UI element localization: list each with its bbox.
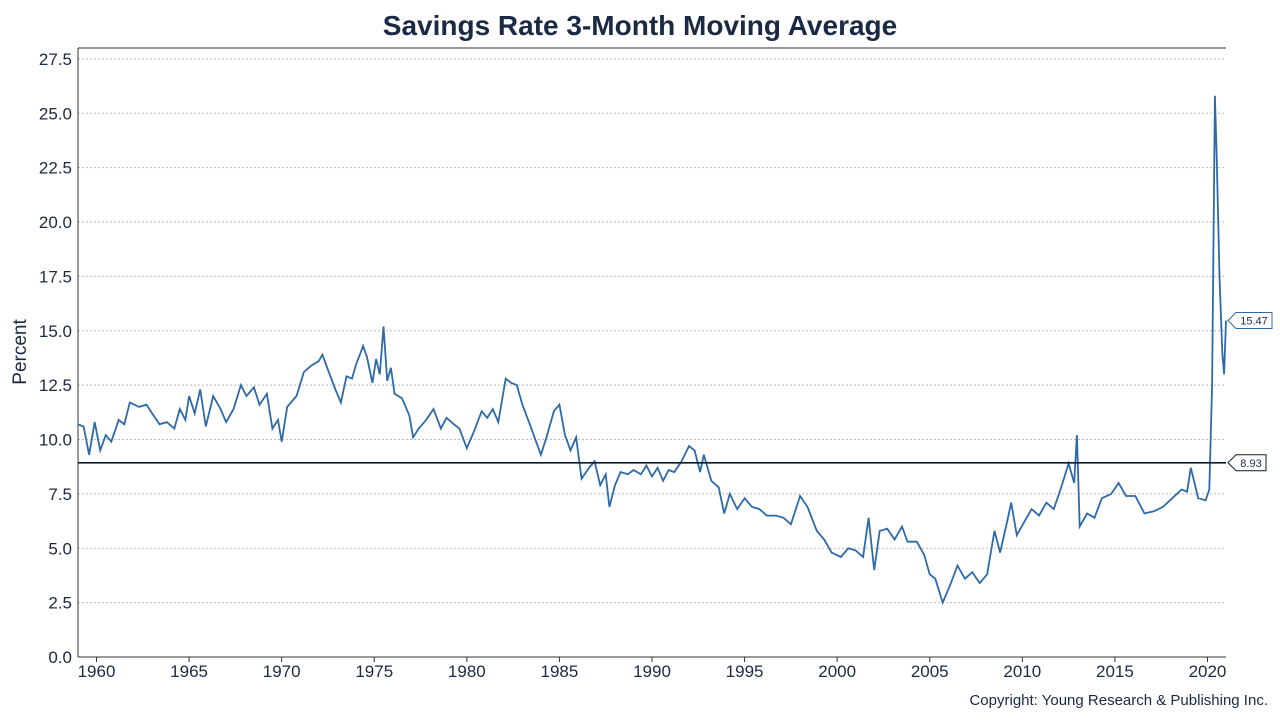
y-tick-label: 27.5 [39, 50, 72, 69]
last-value-box [1227, 312, 1273, 330]
x-tick-label: 2005 [911, 662, 949, 681]
x-tick-label: 2010 [1003, 662, 1041, 681]
reference-label: 8.93 [1240, 458, 1261, 470]
series-line [77, 95, 1227, 606]
x-tick-label: 2020 [1189, 662, 1227, 681]
y-tick-label: 10.0 [39, 431, 72, 450]
y-tick-label: 5.0 [48, 539, 72, 558]
y-axis-label: Percent [10, 319, 31, 385]
y-tick-label: 25.0 [39, 104, 72, 123]
y-tick-label: 0.0 [48, 648, 72, 667]
y-tick-label: 22.5 [39, 159, 72, 178]
y-tick-label: 17.5 [39, 267, 72, 286]
y-tick-label: 2.5 [48, 594, 72, 613]
y-tick-label: 15.0 [39, 322, 72, 341]
x-tick-label: 2015 [1096, 662, 1134, 681]
y-tick-label: 7.5 [48, 485, 72, 504]
x-tick-label: 1985 [541, 662, 579, 681]
x-tick-label: 1970 [263, 662, 301, 681]
copyright: Copyright: Young Research & Publishing I… [969, 692, 1268, 709]
x-tick-label: 1980 [448, 662, 486, 681]
x-tick-label: 1960 [78, 662, 116, 681]
last-value-label: 15.47 [1240, 316, 1268, 328]
y-tick-label: 20.0 [39, 213, 72, 232]
x-tick-label: 1965 [170, 662, 208, 681]
x-tick-label: 1990 [633, 662, 671, 681]
x-tick-label: 1995 [726, 662, 764, 681]
y-tick-label: 12.5 [39, 376, 72, 395]
reference-box [1227, 454, 1267, 472]
x-tick-label: 1975 [355, 662, 393, 681]
x-tick-label: 2000 [818, 662, 856, 681]
chart-title: Savings Rate 3-Month Moving Average [383, 10, 897, 41]
